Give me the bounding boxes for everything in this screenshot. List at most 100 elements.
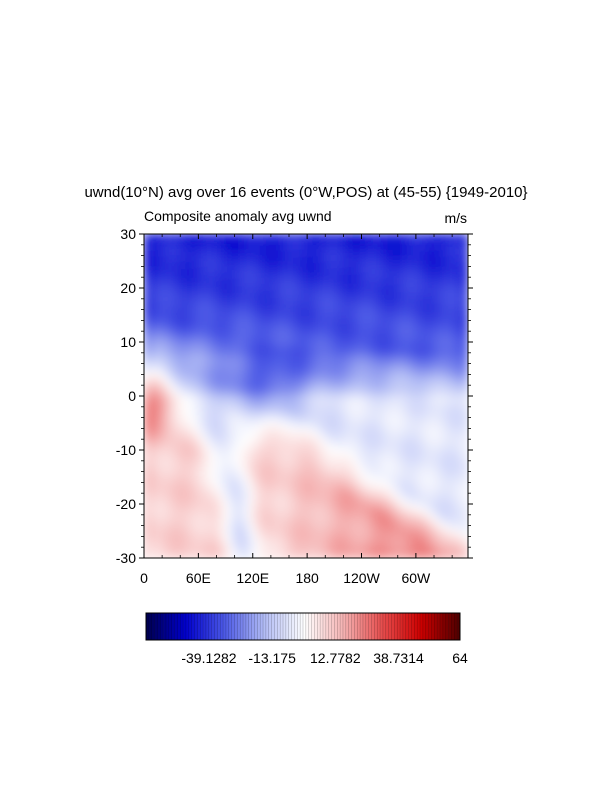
field-cell [320, 234, 327, 241]
field-cell [371, 418, 378, 426]
field-cell [457, 297, 464, 305]
field-cell [204, 424, 211, 432]
field-cell [148, 268, 155, 276]
field-cell [239, 470, 246, 478]
field-cell [249, 262, 256, 270]
field-cell [325, 511, 332, 519]
field-cell [366, 505, 373, 513]
field-cell [426, 285, 434, 293]
field-cell [371, 378, 378, 386]
field-cell [396, 528, 403, 536]
field-cell [431, 302, 439, 310]
field-cell [188, 482, 196, 490]
field-cell [224, 268, 231, 276]
field-cell [295, 511, 302, 519]
field-cell [285, 482, 292, 490]
field-cell [386, 395, 393, 403]
field-cell [300, 291, 307, 299]
field-cell [335, 540, 343, 548]
field-cell [234, 234, 241, 241]
field-cell [421, 308, 429, 316]
field-cell [350, 551, 358, 558]
field-cell [442, 464, 449, 472]
field-cell [356, 516, 363, 524]
field-cell [209, 366, 216, 374]
field-cell [163, 366, 170, 374]
field-cell [219, 470, 226, 478]
field-cell [173, 441, 181, 449]
field-cell [219, 239, 226, 247]
field-cell [442, 540, 449, 548]
field-cell [244, 441, 251, 449]
field-cell [345, 366, 353, 374]
field-cell [300, 464, 307, 472]
field-cell [335, 551, 343, 558]
field-cell [426, 268, 434, 276]
field-cell [416, 320, 424, 328]
field-cell [452, 545, 459, 553]
field-cell [269, 337, 277, 345]
field-cell [144, 406, 150, 414]
field-cell [386, 482, 393, 490]
field-cell [310, 383, 317, 391]
field-cell [330, 534, 337, 542]
field-cell [325, 418, 332, 426]
field-cell [345, 279, 353, 287]
field-cell [411, 418, 418, 426]
field-cell [431, 522, 439, 530]
field-cell [254, 366, 262, 374]
field-cell [320, 453, 327, 461]
field-cell [340, 256, 348, 264]
field-cell [300, 545, 307, 553]
field-cell [310, 308, 317, 316]
field-cell [280, 406, 287, 414]
field-cell [345, 360, 353, 368]
field-cell [295, 314, 302, 322]
field-cell [178, 424, 186, 432]
field-cell [340, 430, 348, 438]
colorbar-segment [271, 613, 275, 640]
field-cell [350, 268, 358, 276]
field-cell [437, 262, 444, 270]
field-cell [391, 378, 398, 386]
field-cell [462, 493, 468, 501]
field-cell [371, 499, 378, 507]
field-cell [411, 487, 418, 495]
field-cell [224, 262, 231, 270]
field-cell [421, 441, 429, 449]
field-cell [315, 516, 322, 524]
field-cell [325, 349, 332, 357]
field-cell [178, 499, 186, 507]
field-cell [376, 343, 383, 351]
field-cell [229, 401, 236, 409]
field-cell [442, 516, 449, 524]
field-cell [168, 389, 175, 397]
field-cell [234, 406, 241, 414]
field-cell [462, 314, 468, 322]
colorbar-segment [351, 613, 355, 640]
field-cell [371, 401, 378, 409]
field-cell [305, 528, 312, 536]
field-cell [214, 349, 221, 357]
field-cell [361, 325, 368, 333]
field-cell [249, 349, 256, 357]
field-cell [224, 337, 231, 345]
field-cell [305, 447, 312, 455]
field-cell [209, 314, 216, 322]
field-cell [259, 401, 267, 409]
field-cell [462, 435, 468, 443]
field-cell [239, 239, 246, 247]
field-cell [457, 424, 464, 432]
field-cell [447, 395, 454, 403]
field-cell [391, 244, 398, 252]
field-cell [188, 320, 196, 328]
field-cell [447, 279, 454, 287]
field-cell [269, 453, 277, 461]
field-cell [396, 430, 403, 438]
field-cell [305, 279, 312, 287]
field-cell [442, 273, 449, 281]
field-cell [188, 493, 196, 501]
field-cell [315, 297, 322, 305]
field-cell [386, 360, 393, 368]
chart-units: m/s [444, 210, 467, 226]
